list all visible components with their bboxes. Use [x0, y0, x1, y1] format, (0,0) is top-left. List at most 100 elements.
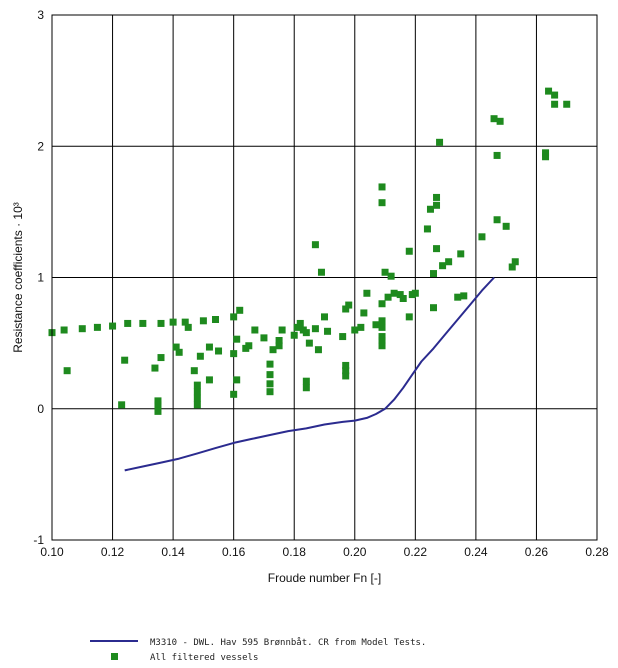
vessel-point: [321, 313, 328, 321]
legend-marker-label: All filtered vessels: [150, 653, 258, 663]
vessel-point: [154, 407, 162, 415]
vessel-point: [563, 100, 571, 108]
x-tick-label: 0.12: [101, 545, 125, 559]
grid-lines: [51, 14, 598, 541]
vessel-point: [378, 342, 386, 350]
vessel-point: [436, 138, 444, 146]
vessel-point: [233, 376, 241, 384]
vessel-point: [551, 100, 559, 108]
vessel-point: [342, 367, 350, 375]
vessel-point: [251, 326, 259, 334]
vessel-point: [236, 306, 244, 314]
vessel-point: [399, 295, 407, 302]
legend-line-label: M3310 - DWL. Hav 595 Brønnbåt. CR from M…: [150, 637, 426, 648]
vessel-point: [433, 245, 441, 253]
vessel-point: [439, 262, 447, 270]
vessel-point: [118, 401, 126, 409]
y-tick-label: 0: [37, 402, 44, 416]
vessel-point: [372, 321, 380, 329]
y-tick-label: 3: [37, 8, 44, 22]
vessel-point: [317, 268, 325, 276]
vessel-point: [314, 346, 322, 354]
vessel-point: [269, 346, 277, 354]
vessel-point: [411, 289, 419, 297]
vessel-point: [551, 91, 559, 99]
x-tick-label: 0.26: [525, 545, 549, 559]
x-tick-label: 0.24: [464, 545, 488, 559]
vessel-point: [423, 225, 431, 233]
vessel-point: [305, 339, 313, 347]
y-tick-label: 2: [37, 139, 44, 153]
vessel-point: [205, 376, 213, 384]
vessel-point: [190, 367, 198, 375]
vessel-point: [433, 201, 441, 209]
x-axis-title: Froude number Fn [-]: [268, 571, 381, 585]
vessel-point: [396, 291, 404, 299]
vessel-point: [109, 322, 117, 330]
vessel-point: [193, 401, 201, 409]
vessel-point: [157, 319, 165, 327]
x-tick-label: 0.14: [161, 545, 185, 559]
vessel-point: [124, 319, 132, 327]
vessel-point: [433, 193, 441, 201]
vessel-point: [545, 87, 553, 95]
vessel-point: [175, 348, 183, 356]
vessel-point: [381, 268, 389, 276]
vessel-point: [172, 343, 180, 351]
vessel-point: [260, 334, 268, 342]
tick-labels: 0.10 0.12 0.14 0.16 0.18 0.20 0.22 0.24 0.26 0.28…: [33, 8, 609, 559]
vessel-point: [378, 183, 386, 191]
vessel-point: [339, 333, 347, 341]
vessel-point: [184, 323, 192, 331]
vessel-point: [93, 323, 101, 331]
vessel-point: [266, 360, 274, 368]
x-tick-label: 0.10: [40, 545, 64, 559]
vessel-point: [542, 153, 550, 161]
vessel-point: [342, 372, 350, 380]
x-tick-label: 0.16: [222, 545, 246, 559]
vessel-point: [193, 381, 201, 389]
vessel-point: [193, 394, 201, 402]
vessel-point: [351, 326, 359, 334]
vessel-point: [60, 326, 68, 334]
x-tick-label: 0.18: [283, 545, 307, 559]
vessel-point: [490, 115, 498, 123]
vessel-point: [511, 258, 519, 266]
x-tick-label: 0.22: [404, 545, 428, 559]
vessel-point: [230, 350, 238, 358]
vessel-point: [157, 354, 165, 362]
vessel-point: [293, 323, 301, 331]
vessel-point: [460, 292, 468, 300]
vessel-point: [121, 356, 129, 364]
vessel-point: [496, 117, 504, 125]
vessel-point: [290, 331, 298, 339]
vessel-point: [378, 317, 386, 325]
y-axis-title: Resistance coefficients · 10³: [11, 202, 25, 353]
plot-series: [48, 87, 571, 472]
vessel-point: [275, 337, 283, 344]
vessel-point: [278, 326, 286, 334]
vessel-point: [345, 301, 353, 309]
vessel-point: [215, 347, 223, 355]
x-tick-label: 0.20: [343, 545, 367, 559]
model-test-curve: [124, 276, 495, 472]
vessel-point: [199, 317, 207, 325]
vessel-point: [502, 222, 510, 230]
vessel-point: [324, 327, 332, 335]
vessel-point: [493, 216, 501, 224]
vessel-point: [478, 233, 486, 241]
vessel-point: [387, 272, 395, 280]
vessel-point: [302, 329, 310, 337]
vessel-point: [154, 397, 162, 405]
vessel-point: [378, 337, 386, 344]
plot-frame: [51, 14, 598, 541]
vessel-point: [378, 333, 386, 341]
vessel-point: [233, 335, 241, 343]
vessel-point: [266, 380, 274, 388]
vessel-point: [266, 371, 274, 379]
vessel-point: [311, 325, 319, 333]
vessel-point: [378, 300, 386, 308]
vessel-point: [378, 323, 386, 331]
vessel-point: [493, 151, 501, 159]
